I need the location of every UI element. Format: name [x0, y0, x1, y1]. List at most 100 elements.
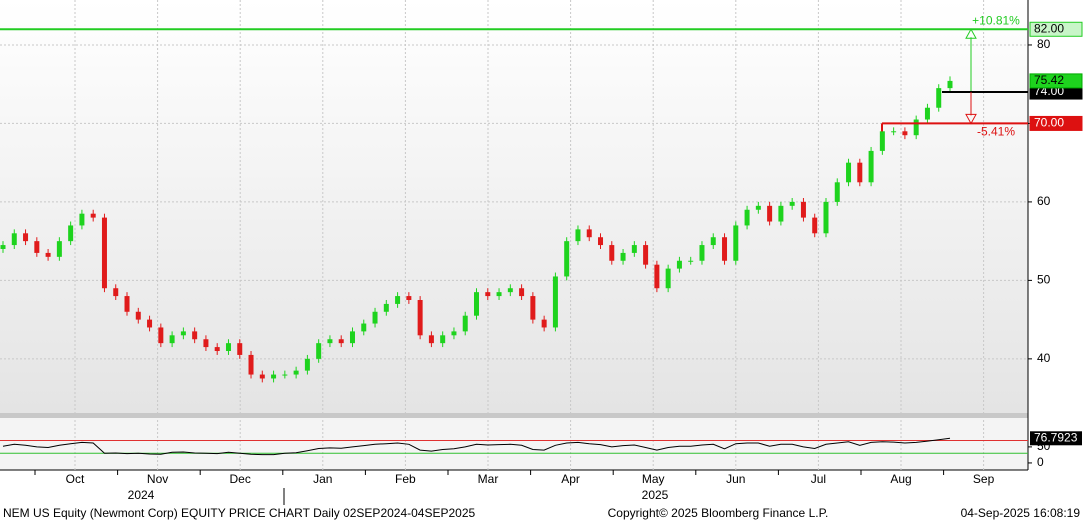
candle-body: [451, 331, 457, 336]
footer-right: 04-Sep-2025 16:08:19: [961, 506, 1081, 520]
candle-body: [180, 331, 186, 336]
candle-body: [474, 292, 479, 316]
x-tick-label: Sep: [973, 472, 995, 486]
rsi-line: [2, 437, 951, 456]
x-tick-label: Jul: [811, 472, 826, 486]
candle-body: [575, 229, 581, 242]
x-tick-label: Dec: [230, 472, 251, 486]
candle-body: [372, 311, 378, 324]
candle-body: [79, 213, 85, 226]
candle-body: [733, 225, 739, 261]
candle-body: [417, 299, 423, 336]
candle-body: [902, 131, 908, 136]
candle-body: [101, 217, 107, 289]
candle-body: [90, 213, 96, 218]
candle-body: [868, 150, 874, 183]
level-note: -5.41%: [977, 125, 1015, 139]
candle-body: [823, 201, 829, 234]
candle-body: [0, 245, 6, 249]
candle-body: [710, 237, 716, 246]
candle-body: [259, 374, 265, 379]
candle-body: [304, 358, 310, 371]
last-price-label: 75.42: [1034, 73, 1064, 87]
candle-body: [767, 205, 773, 222]
candle-body: [507, 288, 513, 293]
x-tick-label: Jan: [313, 472, 332, 486]
candle-body: [688, 260, 694, 262]
candle-body: [857, 162, 863, 183]
candle-body: [428, 335, 434, 344]
candle-body: [214, 347, 220, 352]
candle-body: [11, 233, 17, 246]
candle-body: [936, 88, 942, 108]
candle-body: [846, 162, 852, 183]
candle-body: [564, 241, 570, 277]
candle-body: [722, 237, 728, 261]
candle-body: [34, 241, 40, 253]
x-tick-label: Oct: [66, 472, 85, 486]
candle-body: [124, 296, 130, 312]
candle-body: [789, 201, 795, 206]
x-tick-label: Aug: [890, 472, 911, 486]
footer-center: Copyright© 2025 Bloomberg Finance L.P.: [608, 506, 829, 520]
candle-body: [271, 374, 277, 379]
candle-body: [462, 315, 468, 332]
candle-body: [552, 276, 558, 328]
candle-body: [225, 343, 231, 352]
candle-body: [338, 339, 344, 344]
candle-body: [383, 303, 389, 312]
y-tick-label: 60: [1037, 194, 1051, 208]
rsi-panel: [0, 418, 1028, 470]
candle-body: [665, 268, 671, 289]
candle-body: [237, 343, 243, 355]
price-panel: [0, 0, 1028, 413]
candle-body: [192, 331, 198, 340]
candle-body: [778, 205, 784, 222]
candle-body: [598, 237, 604, 246]
candle-body: [23, 233, 29, 242]
candle-body: [406, 296, 412, 300]
year-label: 2024: [128, 488, 155, 502]
x-tick-label: Jun: [726, 472, 745, 486]
candle-body: [609, 245, 615, 261]
candle-body: [620, 252, 626, 261]
candle-body: [135, 311, 141, 320]
candle-body: [699, 245, 705, 261]
candle-body: [361, 323, 367, 332]
candle-body: [395, 296, 401, 304]
candle-body: [530, 296, 536, 320]
rsi-last-box: [1030, 431, 1082, 446]
candle-body: [349, 331, 355, 344]
candle-body: [68, 225, 74, 242]
candle-body: [631, 245, 637, 253]
candle-body: [541, 319, 547, 328]
y-tick-label: 40: [1037, 351, 1051, 365]
candle-body: [248, 354, 254, 375]
candle-body: [147, 319, 153, 328]
level-label-box: [1029, 115, 1083, 131]
x-tick-label: Nov: [147, 472, 168, 486]
candle-body: [947, 80, 953, 89]
candle-body: [327, 339, 333, 344]
arrow-head: [965, 28, 977, 39]
arrow-head: [965, 113, 977, 125]
candle-body: [203, 339, 209, 348]
candle-body: [496, 292, 502, 297]
level-note: +10.81%: [972, 13, 1020, 27]
candle-body: [586, 229, 592, 238]
candle-body: [293, 370, 299, 375]
candle-body: [913, 119, 919, 136]
level-label: 82.00: [1034, 21, 1064, 35]
candle-body: [676, 260, 682, 269]
candle-body: [800, 201, 806, 218]
year-label: 2025: [642, 488, 669, 502]
candle-body: [316, 343, 322, 359]
candle-body: [158, 327, 164, 344]
candle-body: [519, 288, 525, 297]
candle-body: [282, 374, 288, 376]
y-tick-label: 50: [1037, 273, 1051, 287]
candle-body: [834, 182, 840, 202]
last-price-box: [1029, 73, 1083, 89]
x-tick-label: Apr: [561, 472, 580, 486]
candle-body: [812, 217, 818, 234]
